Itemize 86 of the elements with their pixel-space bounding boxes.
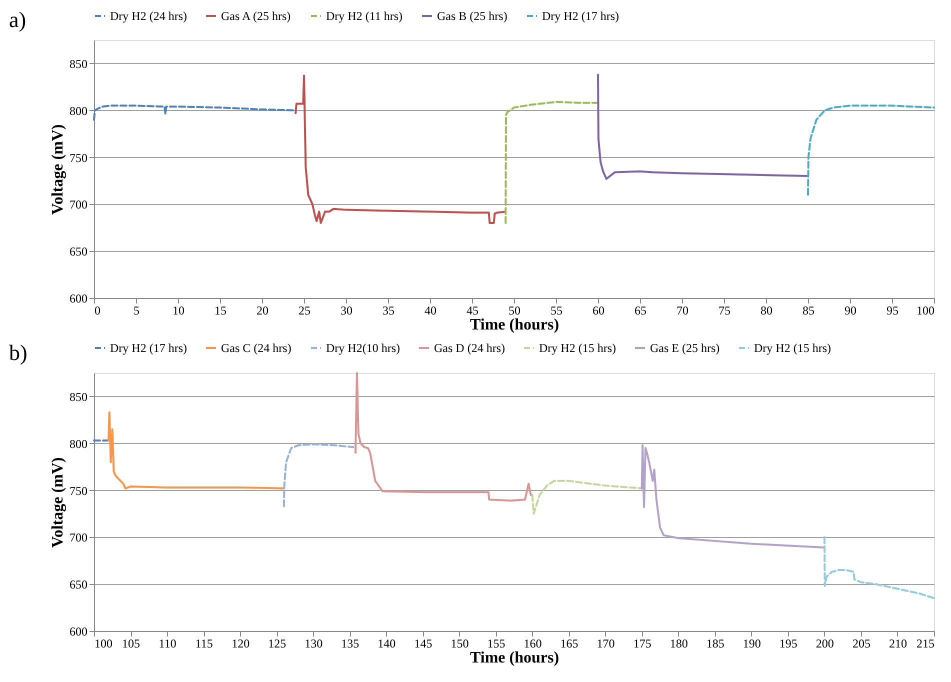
- text: b): [9, 340, 28, 365]
- y-tick-label: 600: [70, 292, 88, 306]
- y-tick-label: 850: [70, 390, 88, 404]
- line-series: [282, 443, 354, 508]
- x-tick-label: 160: [524, 636, 542, 650]
- x-tick-label: 170: [596, 636, 615, 650]
- x-tick-label: 210: [888, 636, 907, 650]
- x-tick-label: 85: [802, 304, 814, 318]
- x-tick-label: 105: [122, 636, 140, 650]
- legend-label: Dry H2 (17 hrs): [542, 9, 619, 23]
- x-tick-label: 45: [466, 304, 478, 318]
- line-series: [108, 411, 285, 490]
- x-axis-title: Time (hours): [470, 316, 560, 334]
- x-tick-label: 15: [214, 304, 226, 318]
- x-tick-label: 95: [886, 304, 898, 318]
- x-tick-label: 150: [450, 636, 469, 650]
- x-tick-label: 135: [341, 636, 360, 650]
- legend-label: Gas A (25 hrs): [221, 9, 291, 23]
- x-tick-label: 70: [676, 304, 688, 318]
- y-tick-label: 800: [70, 436, 88, 451]
- x-tick-label: 175: [633, 636, 652, 650]
- y-tick-label: 600: [70, 624, 88, 638]
- x-tick-label: 60: [592, 304, 604, 318]
- line-series: [640, 444, 826, 548]
- x-tick-label: 155: [487, 636, 506, 650]
- x-tick-label: 125: [268, 636, 286, 650]
- y-tick-label: 850: [70, 56, 88, 71]
- legend-label: Dry H2 (15 hrs): [539, 341, 616, 355]
- line-series: [354, 372, 534, 502]
- x-tick-label: 25: [298, 304, 310, 318]
- x-tick-label: 100: [916, 304, 934, 318]
- x-tick-label: 50: [508, 304, 520, 318]
- x-tick-label: 115: [195, 636, 213, 650]
- x-tick-label: 75: [718, 304, 730, 318]
- x-tick-label: 130: [304, 636, 323, 650]
- y-tick-label: 750: [70, 150, 88, 165]
- x-tick-label: 35: [382, 304, 394, 318]
- x-tick-label: 195: [779, 636, 798, 650]
- x-tick-label: 215: [916, 636, 934, 650]
- line-series: [294, 74, 507, 224]
- legend-label: Dry H2 (11 hrs): [326, 9, 403, 23]
- x-tick-label: 55: [550, 304, 562, 318]
- x-tick-label: 120: [232, 636, 250, 650]
- line-series: [807, 104, 935, 196]
- x-tick-label: 0: [94, 304, 100, 318]
- y-tick-label: 800: [70, 104, 88, 118]
- x-tick-label: 180: [670, 636, 688, 650]
- legend-label: Dry H2 (24 hrs): [110, 9, 187, 23]
- legend-label: Gas E (25 hrs): [650, 341, 720, 355]
- y-tick-label: 700: [70, 198, 88, 212]
- x-tick-label: 80: [760, 304, 772, 318]
- line-series: [531, 480, 643, 515]
- x-tick-label: 200: [816, 636, 834, 650]
- line-series: [597, 74, 809, 180]
- y-tick-label: 650: [70, 578, 88, 592]
- line-series: [93, 104, 297, 121]
- text: a): [9, 7, 26, 32]
- legend-label: Dry H2 (17 hrs): [110, 341, 187, 355]
- x-tick-label: 65: [634, 304, 646, 318]
- y-axis-title: Voltage (mV): [50, 457, 66, 548]
- legend-label: Gas D (24 hrs): [434, 341, 505, 355]
- x-tick-label: 190: [742, 636, 761, 650]
- y-axis-title: Voltage (mV): [50, 124, 66, 215]
- legend-label: Dry H2(10 hrs): [326, 341, 400, 355]
- legend-label: Gas C (24 hrs): [221, 341, 292, 355]
- x-tick-label: 145: [414, 636, 432, 650]
- x-tick-label: 30: [340, 304, 352, 318]
- x-tick-label: 20: [256, 304, 268, 318]
- x-tick-label: 10: [172, 304, 184, 318]
- line-series: [823, 536, 935, 600]
- x-tick-label: 205: [852, 636, 870, 650]
- legend-label: Dry H2 (15 hrs): [754, 341, 831, 355]
- y-tick-label: 750: [70, 484, 88, 498]
- x-tick-label: 140: [378, 636, 396, 650]
- line-series: [504, 100, 599, 224]
- y-tick-label: 700: [70, 530, 88, 545]
- x-axis-title: Time (hours): [470, 650, 560, 666]
- x-tick-label: 100: [94, 636, 112, 650]
- x-tick-label: 110: [158, 636, 176, 650]
- x-tick-label: 5: [134, 304, 140, 318]
- x-tick-label: 165: [560, 636, 578, 650]
- x-tick-label: 185: [706, 636, 724, 650]
- x-tick-label: 90: [844, 304, 856, 318]
- legend-label: Gas B (25 hrs): [437, 9, 508, 23]
- x-tick-label: 40: [424, 304, 436, 318]
- y-tick-label: 650: [70, 244, 88, 259]
